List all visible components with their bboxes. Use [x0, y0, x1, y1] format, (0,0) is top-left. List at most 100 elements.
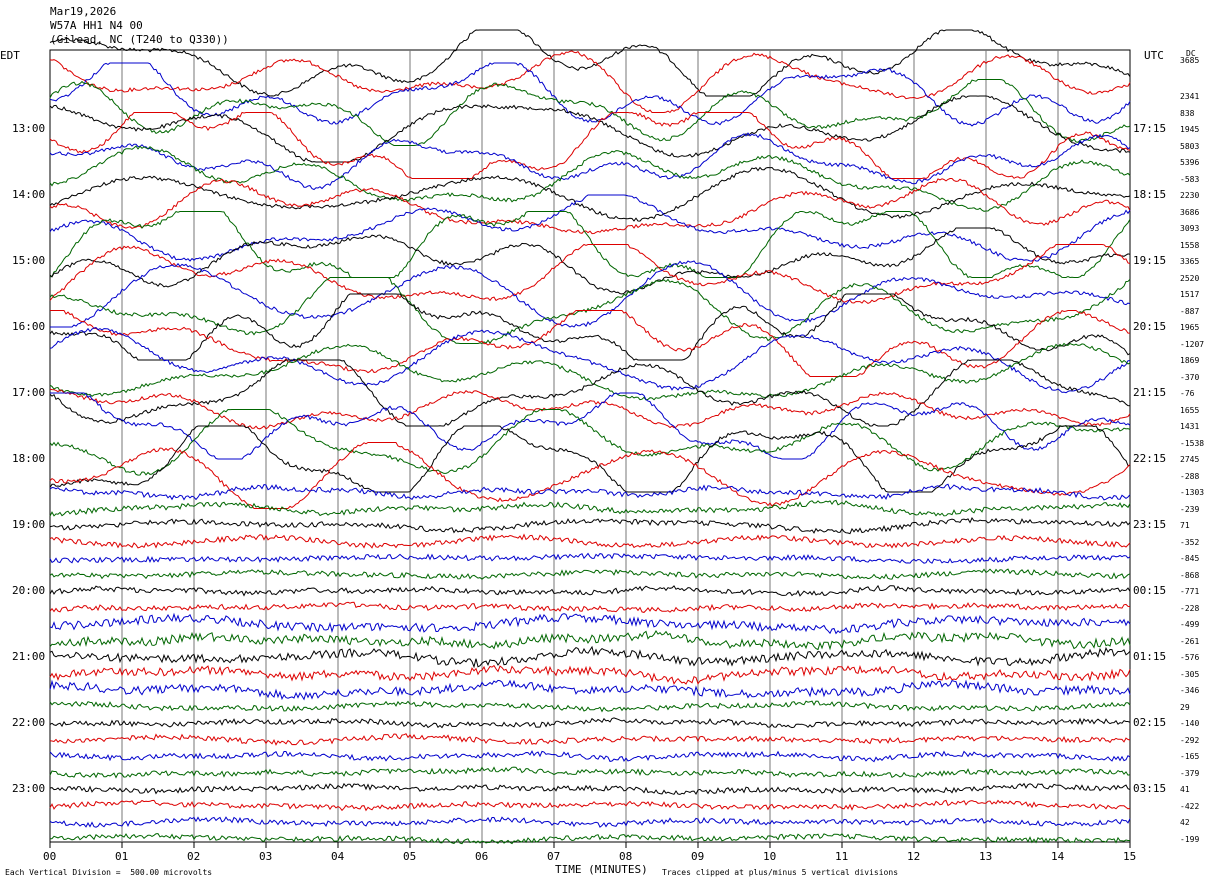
x-tick-label-14: 14 — [1051, 850, 1065, 863]
seismic-trace — [49, 145, 1131, 212]
x-axis-title: TIME (MINUTES) — [555, 863, 648, 876]
seismic-trace — [49, 50, 1131, 114]
header-channel: W57A HH1 N4 00 — [50, 19, 143, 32]
dc-offset-label: -140 — [1180, 719, 1200, 728]
left-hour-label-1500: 15:00 — [12, 254, 46, 267]
left-hour-label-1700: 17:00 — [12, 386, 46, 399]
dc-offset-label: 1965 — [1180, 323, 1200, 332]
seismic-trace — [50, 392, 1131, 460]
right-hour-label-0315: 03:15 — [1133, 782, 1167, 795]
left-hour-label-2000: 20:00 — [12, 584, 46, 597]
right-hour-label-0115: 01:15 — [1133, 650, 1167, 663]
dc-offset-label: 1655 — [1180, 405, 1200, 415]
left-hour-label-2200: 22:00 — [12, 716, 46, 729]
x-tick-label-10: 10 — [763, 850, 777, 863]
left-axis-title: EDT — [0, 49, 20, 62]
seismic-trace — [49, 95, 1131, 163]
seismic-trace — [49, 210, 1131, 279]
left-hour-label-1400: 14:00 — [12, 188, 46, 201]
x-tick-label-07: 07 — [547, 850, 561, 863]
dc-offset-label: -576 — [1180, 653, 1200, 662]
seismic-trace — [49, 584, 1131, 597]
right-hour-label-2315: 23:15 — [1133, 518, 1167, 531]
dc-offset-label: 41 — [1180, 785, 1190, 794]
seismic-trace — [49, 552, 1131, 564]
x-tick-label-05: 05 — [403, 850, 417, 863]
seismic-trace — [49, 664, 1131, 685]
right-axis-title: UTC — [1144, 49, 1164, 62]
dc-offset-label: 2520 — [1180, 273, 1200, 283]
dc-offset-label: -845 — [1180, 554, 1200, 563]
seismic-trace — [50, 260, 1131, 328]
left-hour-label-1300: 13:00 — [12, 122, 46, 135]
seismic-trace — [49, 766, 1131, 779]
header-location: (Gilead, NC (T240 to Q330)) — [50, 33, 229, 46]
seismic-trace — [49, 733, 1131, 746]
dc-offset-label: -499 — [1180, 620, 1200, 629]
right-hour-label-2215: 22:15 — [1133, 452, 1167, 465]
seismic-trace — [49, 717, 1131, 729]
dc-offset-label: -239 — [1180, 504, 1200, 514]
dc-offset-label: 2230 — [1180, 191, 1200, 200]
dc-offset-label: -370 — [1180, 372, 1200, 382]
dc-offset-label: 29 — [1180, 702, 1190, 712]
dc-offset-label: -346 — [1180, 686, 1200, 695]
x-tick-label-08: 08 — [619, 850, 633, 863]
dc-offset-label: -1538 — [1180, 438, 1205, 448]
right-hour-label-1915: 19:15 — [1133, 254, 1167, 267]
dc-offset-label: -887 — [1180, 306, 1200, 316]
header-date: Mar19,2026 — [50, 5, 117, 18]
seismic-trace — [50, 309, 1130, 377]
dc-offset-label: -228 — [1180, 603, 1200, 613]
seismic-traces — [49, 29, 1131, 845]
seismic-trace — [49, 166, 1131, 222]
seismic-trace — [49, 568, 1131, 580]
dc-offset-label: -379 — [1180, 768, 1200, 778]
x-tick-label-02: 02 — [187, 850, 201, 863]
seismic-trace — [49, 178, 1131, 235]
seismic-trace — [49, 293, 1131, 361]
dc-offset-label: 3365 — [1180, 257, 1200, 266]
seismic-trace — [49, 227, 1131, 295]
dc-offset-label: -288 — [1180, 471, 1200, 481]
left-hour-label-1600: 16:00 — [12, 320, 46, 333]
dc-offset-label: -199 — [1180, 834, 1200, 844]
x-tick-label-01: 01 — [115, 850, 129, 863]
dc-offset-label: -261 — [1180, 636, 1200, 646]
dc-offset-label: -1303 — [1180, 488, 1205, 497]
x-ticks — [49, 842, 1131, 848]
right-hour-label-2015: 20:15 — [1133, 320, 1167, 333]
dc-offset-label: -76 — [1180, 389, 1195, 398]
seismic-trace — [49, 388, 1131, 430]
x-tick-label-13: 13 — [979, 850, 993, 863]
seismic-trace — [49, 833, 1130, 845]
dc-offset-label: 1945 — [1180, 125, 1200, 134]
dc-offset-label: -771 — [1180, 587, 1200, 596]
dc-offset-label: 2745 — [1180, 455, 1200, 464]
seismic-trace — [49, 29, 1131, 97]
left-hour-label-1900: 19:00 — [12, 518, 46, 531]
seismic-trace — [49, 243, 1131, 304]
seismic-trace — [49, 750, 1131, 763]
seismic-trace — [49, 132, 1131, 191]
minute-gridlines — [121, 50, 1059, 842]
seismic-trace — [49, 342, 1131, 401]
dc-offset-label: 1558 — [1180, 240, 1200, 250]
seismic-trace — [49, 442, 1131, 509]
x-tick-label-03: 03 — [259, 850, 273, 863]
plot-frame — [49, 49, 1131, 843]
right-hour-label-0015: 00:15 — [1133, 584, 1167, 597]
vertical-division-note: Each Vertical Division = 500.00 microvol… — [5, 868, 213, 877]
seismic-trace — [49, 408, 1131, 476]
dc-offset-label: -868 — [1180, 570, 1200, 580]
seismic-trace — [49, 533, 1131, 549]
dc-offset-label: 5803 — [1180, 141, 1200, 151]
left-hour-label-1800: 18:00 — [12, 452, 46, 465]
left-hour-label-2100: 21:00 — [12, 650, 46, 663]
seismic-trace — [49, 425, 1131, 493]
x-tick-label-12: 12 — [907, 850, 921, 863]
seismic-trace — [49, 679, 1131, 701]
dc-offset-label: -352 — [1180, 537, 1200, 547]
x-tick-label-00: 00 — [43, 850, 57, 863]
